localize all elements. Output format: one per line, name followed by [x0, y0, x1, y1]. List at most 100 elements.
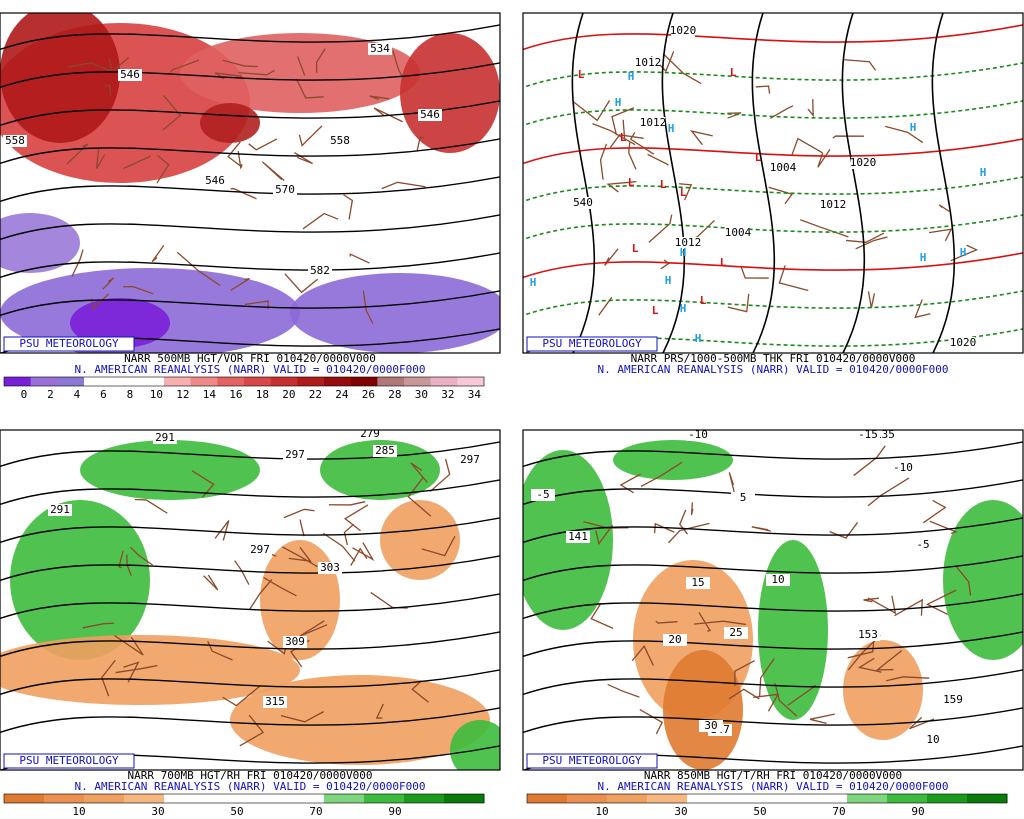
contour-label: 15: [691, 576, 704, 589]
border-line: [115, 664, 158, 674]
border-line: [690, 502, 694, 516]
colorbar-label: 22: [309, 388, 322, 401]
colorbar-segment: [44, 794, 85, 803]
shaded-region: [663, 650, 743, 770]
colorbar-segment: [567, 794, 608, 803]
shaded-region: [180, 33, 420, 113]
colorbar-label: 70: [309, 805, 322, 818]
contour-label: 1012: [635, 56, 662, 69]
colorbar-label: 34: [468, 388, 482, 401]
contour-label-bg: [283, 449, 307, 461]
colorbar-segment: [324, 377, 352, 386]
border-line: [66, 143, 89, 165]
border-line: [758, 658, 775, 698]
colorbar-segment: [30, 377, 58, 386]
pressure-center: H: [980, 166, 987, 179]
border-line: [104, 84, 112, 96]
contour-label-bg: [571, 197, 595, 209]
contour-label-bg: [851, 157, 875, 169]
contour-line: [0, 62, 500, 89]
contour-label-bg: [724, 627, 748, 639]
border-line: [640, 461, 683, 488]
contour-label-bg: [203, 175, 227, 187]
contour-label-bg: [873, 430, 897, 441]
colorbar-segment: [297, 377, 325, 386]
contour-label: 10: [771, 573, 784, 586]
caption-line2: N. AMERICAN REANALYSIS (NARR) VALID = 01…: [75, 363, 426, 376]
border-line: [237, 150, 243, 170]
pressure-center: H: [680, 246, 687, 259]
border-line: [288, 547, 312, 563]
shaded-region: [230, 675, 490, 765]
colorbar-segment: [647, 794, 688, 803]
credit-box: [526, 753, 658, 769]
contour-line: [0, 252, 500, 279]
pressure-center: H: [920, 251, 927, 264]
contour-label-bg: [273, 184, 297, 196]
contour-label: 297: [250, 543, 270, 556]
contour-label-bg: [671, 25, 695, 37]
border-line: [118, 550, 124, 569]
border-line: [114, 635, 144, 656]
colorbar-segment: [607, 794, 648, 803]
border-line: [230, 187, 257, 200]
contour-label: -10: [893, 461, 913, 474]
colorbar-segment: [350, 377, 378, 386]
border-line: [328, 501, 366, 506]
contour-label: 303: [320, 561, 340, 574]
colorbar-frame: [3, 376, 485, 387]
border-line: [102, 277, 115, 290]
border-line: [592, 122, 636, 146]
colorbar-segment: [377, 377, 405, 386]
border-line: [929, 228, 953, 242]
contour-label: 291: [155, 431, 175, 444]
pressure-center: H: [680, 302, 687, 315]
contour-label: 1004: [770, 161, 797, 174]
border-line: [263, 576, 297, 597]
border-line: [629, 132, 655, 155]
contour-label-bg: [641, 117, 665, 129]
contour-label-bg: [676, 237, 700, 249]
credit-box: [3, 336, 135, 352]
border-line: [846, 232, 885, 243]
contour-label: 297: [460, 453, 480, 466]
caption-line1: NARR 500MB HGT/VOR FRI 010420/0000V000: [124, 352, 376, 365]
pressure-center: H: [695, 332, 702, 345]
border-line: [349, 253, 370, 264]
colorbar-label: 30: [415, 388, 428, 401]
contour-label-bg: [636, 57, 660, 69]
contour-label-bg: [726, 227, 750, 239]
border-line: [727, 112, 742, 119]
colorbar-segment: [84, 377, 112, 386]
border-line: [123, 155, 152, 170]
contour-label: 135: [875, 428, 895, 441]
colorbar-label: 50: [230, 805, 243, 818]
colorbar-segment: [244, 377, 272, 386]
border-line: [222, 685, 261, 707]
border-line: [67, 62, 111, 72]
border-line: [281, 546, 318, 568]
contour-label: 1012: [675, 236, 702, 249]
border-line: [71, 249, 84, 277]
colorbar-segment: [4, 794, 45, 803]
contour-label-bg: [856, 430, 880, 441]
contour-label-bg: [686, 430, 710, 441]
colorbar-segment: [190, 377, 218, 386]
border-line: [667, 522, 710, 544]
map-frame: [0, 12, 501, 354]
contour-label-bg: [263, 696, 287, 708]
map-panel: 546 558 570 582 534 546 558 546 PSU METEOROLOGY N…: [0, 12, 501, 401]
border-line: [679, 509, 688, 535]
contour-label: 1012: [640, 116, 667, 129]
border-line: [352, 542, 375, 562]
caption-line1: NARR 700MB HGT/RH FRI 010420/0000V000: [127, 769, 372, 782]
contour-line: [523, 669, 1023, 696]
border-line: [734, 660, 755, 686]
colorbar-frame: [3, 793, 485, 804]
map-panel: 141147153159135-5-10-1551015202530-5-101…: [522, 428, 1024, 818]
border-line: [315, 48, 326, 73]
border-line: [648, 214, 673, 243]
border-line: [925, 589, 957, 616]
colorbar-label: 32: [441, 388, 454, 401]
contour-label-bg: [3, 135, 27, 147]
